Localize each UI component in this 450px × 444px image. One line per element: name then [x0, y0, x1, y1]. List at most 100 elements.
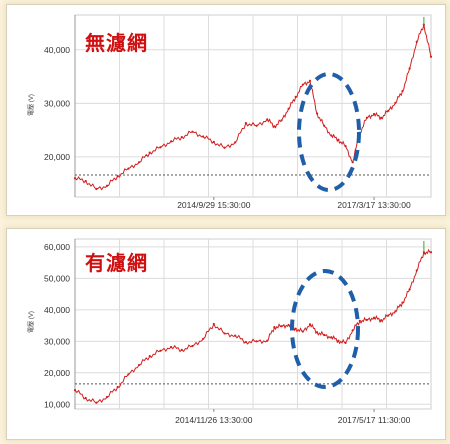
data-point — [159, 349, 162, 352]
data-point — [127, 167, 130, 170]
data-point — [148, 151, 151, 154]
data-point — [337, 138, 340, 141]
x-tick-label: 2014/11/26 13:30:00 — [175, 415, 253, 425]
data-point — [387, 109, 390, 112]
y-tick-label: 20,000 — [44, 368, 70, 378]
data-point — [337, 339, 340, 342]
data-point — [315, 331, 319, 334]
data-point — [191, 130, 194, 133]
data-point — [372, 112, 376, 116]
data-point — [73, 389, 77, 392]
data-point — [255, 124, 258, 127]
chart-title-no-filter: 無濾網 — [85, 31, 148, 55]
data-point — [394, 101, 397, 104]
data-point — [180, 135, 183, 139]
data-point — [308, 79, 312, 82]
data-point — [127, 373, 130, 376]
data-point — [105, 184, 109, 187]
annotation-ellipse — [297, 72, 361, 192]
data-point — [330, 336, 333, 339]
chart-with-filter: 10,000 20,000 30,000 40,000 50,000 60,000 電壓 (… — [28, 238, 433, 425]
x-tick-label: 2017/3/17 13:30:00 — [337, 200, 411, 210]
data-point — [273, 125, 276, 128]
data-point — [84, 179, 87, 183]
data-point — [266, 118, 269, 121]
data-point — [212, 322, 215, 326]
y-tick-label: 10,000 — [44, 399, 70, 409]
data-point — [95, 401, 98, 404]
data-point — [170, 140, 173, 143]
data-point — [170, 345, 173, 349]
y-tick-label: 40,000 — [44, 305, 70, 315]
data-point — [323, 124, 326, 127]
data-point — [365, 318, 369, 322]
data-point — [137, 363, 141, 367]
data-point — [294, 327, 297, 330]
data-point — [266, 339, 269, 342]
data-point — [191, 344, 194, 348]
data-point — [294, 95, 297, 98]
data-point — [415, 269, 418, 272]
data-point — [202, 135, 205, 138]
data-point — [344, 145, 347, 148]
y-axis-label: 電壓 (V) — [28, 311, 35, 333]
chart-no-filter: 20,000 30,000 40,000 電壓 (V) 2014/9/29 15:30:… — [28, 14, 433, 210]
y-tick-label: 60,000 — [44, 242, 70, 252]
data-point — [358, 319, 361, 322]
data-point — [429, 251, 433, 254]
data-point — [137, 161, 141, 164]
data-point — [380, 319, 383, 322]
data-point — [301, 83, 304, 86]
data-point — [244, 340, 247, 344]
y-axis-label: 電壓 (V) — [28, 94, 35, 116]
data-point — [159, 146, 162, 149]
x-tick-label: 2014/9/29 15:30:00 — [177, 200, 251, 210]
data-point — [422, 251, 425, 254]
y-tick-label: 50,000 — [44, 273, 70, 283]
data-point — [408, 288, 411, 291]
data-point — [365, 116, 369, 119]
data-point — [401, 301, 404, 304]
data-point — [202, 337, 205, 340]
data-point — [116, 385, 119, 389]
data-point — [394, 310, 397, 313]
data-point — [401, 89, 404, 93]
data-point — [287, 323, 290, 327]
data-series-line — [74, 24, 432, 191]
data-point — [287, 107, 290, 110]
data-series-line — [74, 248, 431, 404]
data-point — [116, 175, 119, 178]
data-point — [408, 67, 411, 70]
data-point — [429, 55, 433, 58]
chart-title-with-filter: 有濾網 — [85, 251, 148, 275]
data-point — [180, 348, 183, 351]
data-point — [351, 161, 354, 164]
y-tick-label: 20,000 — [44, 152, 70, 162]
chart-panel-with-filter: 10,000 20,000 30,000 40,000 50,000 60,000 電壓 (… — [6, 228, 446, 440]
data-point — [223, 146, 226, 149]
data-point — [244, 122, 247, 125]
data-point — [387, 314, 390, 317]
data-point — [308, 323, 312, 326]
data-point — [148, 355, 151, 358]
data-point — [273, 326, 276, 329]
data-point — [73, 177, 77, 180]
data-point — [234, 334, 237, 337]
data-point — [105, 395, 109, 399]
data-point — [344, 341, 347, 344]
data-point — [351, 329, 354, 332]
data-point — [315, 112, 319, 115]
y-tick-label: 40,000 — [44, 45, 70, 55]
data-point — [84, 396, 87, 400]
data-point — [330, 134, 333, 137]
data-point — [212, 140, 215, 143]
data-point — [255, 340, 258, 343]
data-point — [301, 330, 304, 333]
y-tick-label: 30,000 — [44, 336, 70, 346]
data-point — [280, 325, 283, 328]
data-point — [372, 316, 376, 319]
data-point — [234, 141, 237, 144]
data-point — [415, 40, 418, 43]
data-point — [323, 333, 326, 337]
